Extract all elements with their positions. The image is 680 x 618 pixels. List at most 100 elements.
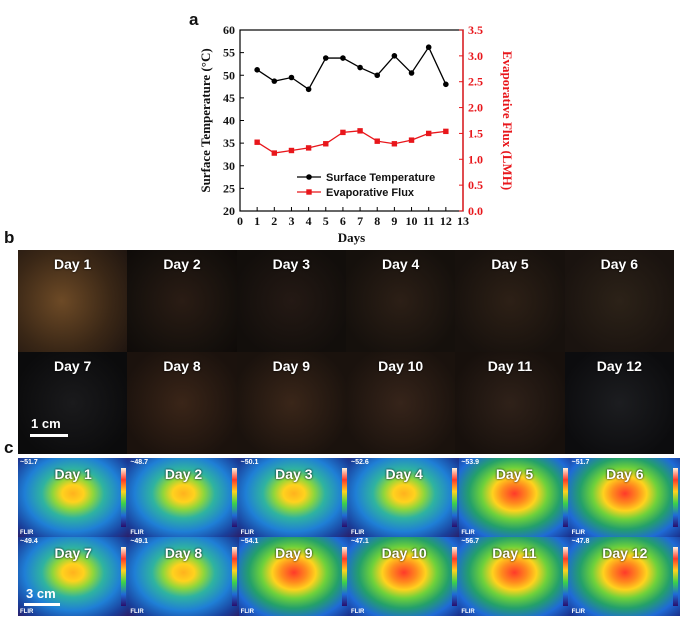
- data-point-flux: [425, 130, 432, 137]
- photo-tile: Day 4: [346, 250, 456, 352]
- thermal-max-temp: ~47.8: [571, 538, 590, 545]
- data-point-temperature: [288, 74, 295, 81]
- thermal-max-temp: ~48.7: [130, 459, 149, 466]
- y-left-tick-label: 35: [223, 136, 235, 150]
- y-right-tick-label: 2.5: [468, 75, 483, 89]
- thermal-max-temp: ~54.1: [240, 538, 259, 545]
- y-right-tick-label: 1.5: [468, 126, 483, 140]
- thermal-tile: Day 5 ~53.9 FLIR: [459, 458, 571, 537]
- thermal-max-temp: ~52.6: [351, 459, 369, 466]
- flir-logo-text: FLIR: [571, 609, 585, 615]
- thermal-max-temp: ~49.4: [20, 538, 38, 545]
- x-tick-label: 8: [374, 214, 380, 228]
- data-point-temperature: [391, 52, 398, 59]
- photo-day-label: Day 8: [163, 358, 201, 374]
- photo-day-label: Day 6: [600, 256, 638, 272]
- series-line-surface-temperature: [256, 45, 447, 91]
- data-point-temperature: [271, 78, 278, 84]
- x-tick-label: 2: [271, 214, 277, 228]
- photo-day-label: Day 10: [378, 358, 424, 374]
- data-point-flux: [391, 141, 398, 147]
- y-left-tick-label: 60: [223, 23, 235, 37]
- series-line-evaporative-flux: [256, 130, 446, 154]
- y-left-axis-title: Surface Temperature (°C): [198, 48, 213, 192]
- y-left-tick-label: 55: [223, 46, 235, 60]
- photo-tile: Day 7: [18, 352, 128, 454]
- y-right-tick-label: 0.0: [468, 204, 483, 218]
- photo-tile: Day 11: [455, 352, 565, 454]
- x-tick-label: 11: [423, 214, 434, 228]
- thermal-tile: Day 2 ~48.7 FLIR: [128, 458, 240, 537]
- data-point-temperature: [305, 86, 312, 93]
- legend-label: Evaporative Flux: [326, 187, 415, 199]
- thermal-day-label: Day 2: [164, 466, 203, 482]
- thermal-day-label: Day 7: [54, 545, 92, 561]
- y-left-tick-label: 30: [223, 159, 235, 173]
- thermal-max-temp: ~50.1: [240, 459, 259, 466]
- y-right-tick-label: 2.0: [468, 101, 483, 115]
- thermal-day-label: Day 3: [275, 466, 313, 482]
- y-left-tick-label: 50: [223, 68, 235, 82]
- photo-day-label: Day 12: [596, 358, 642, 374]
- photo-scale-label: 1 cm: [31, 416, 61, 431]
- thermal-day-label: Day 11: [492, 545, 537, 561]
- x-tick-label: 12: [440, 214, 452, 228]
- thermal-tile: Day 9 ~54.1 FLIR: [238, 537, 350, 616]
- y-left-tick-label: 25: [223, 181, 235, 195]
- data-point-temperature: [443, 81, 449, 88]
- flir-logo-text: FLIR: [461, 609, 475, 615]
- photo-day-label: Day 5: [491, 256, 529, 272]
- flir-logo-text: FLIR: [571, 530, 585, 536]
- photo-day-label: Day 2: [163, 256, 201, 272]
- thermal-day-label: Day 9: [275, 545, 313, 561]
- data-point-flux: [408, 137, 415, 143]
- y-left-tick-label: 20: [223, 204, 235, 218]
- photo-tile: Day 10: [346, 352, 456, 454]
- photo-tile: Day 5: [455, 250, 565, 352]
- legend-label: Surface Temperature: [326, 172, 435, 184]
- thermal-tile: Day 1 ~51.7 FLIR: [18, 458, 130, 537]
- data-point-temperature: [408, 70, 415, 76]
- thermal-tile: Day 4 ~52.6 FLIR: [349, 458, 461, 537]
- thermal-day-label: Day 10: [381, 545, 427, 561]
- data-point-flux: [288, 147, 295, 154]
- thermal-day-label: Day 8: [164, 545, 203, 561]
- flir-logo-text: FLIR: [351, 609, 365, 615]
- thermal-tile: Day 11 ~56.7 FLIR: [459, 537, 571, 616]
- data-point-flux: [254, 139, 260, 145]
- thermal-max-temp: ~53.9: [461, 459, 480, 466]
- thermal-day-label: Day 4: [385, 466, 423, 482]
- legend-marker: [306, 189, 312, 195]
- photo-day-label: Day 9: [272, 358, 310, 374]
- thermal-colorbar: [121, 468, 127, 527]
- data-point-flux: [357, 128, 363, 134]
- photo-tile: Day 9: [236, 352, 346, 454]
- data-point-flux: [374, 138, 380, 144]
- x-tick-label: 5: [323, 214, 329, 228]
- thermal-grid: Day 1 ~51.7 FLIR Day 2 ~48.7 FLIR Day 3 ~50.1 FL…: [18, 458, 680, 616]
- photo-tile: Day 12: [564, 352, 674, 454]
- data-point-flux: [443, 128, 449, 135]
- thermal-colorbar: [672, 468, 678, 527]
- thermal-colorbar: [231, 468, 237, 527]
- flir-logo-text: FLIR: [351, 530, 365, 536]
- y-left-tick-label: 45: [223, 91, 235, 105]
- thermal-day-label: Day 6: [606, 466, 644, 482]
- thermal-tile: Day 10 ~47.1 FLIR: [349, 537, 461, 616]
- photo-day-label: Day 11: [487, 358, 533, 374]
- y-right-tick-label: 1.0: [468, 152, 483, 166]
- x-tick-label: 4: [306, 214, 312, 228]
- data-point-temperature: [374, 72, 381, 79]
- thermal-max-temp: ~51.7: [571, 459, 590, 466]
- thermal-colorbar: [452, 547, 458, 606]
- photo-scale-bar: [30, 434, 68, 437]
- flir-logo-text: FLIR: [20, 530, 34, 536]
- flir-logo-text: FLIR: [240, 530, 254, 536]
- x-tick-label: 3: [288, 214, 294, 228]
- legend-marker: [306, 174, 312, 180]
- photo-day-label: Day 4: [381, 256, 420, 272]
- data-point-temperature: [425, 44, 432, 50]
- y-left-tick-label: 40: [223, 114, 235, 128]
- flir-logo-text: FLIR: [20, 609, 34, 615]
- x-tick-label: 0: [237, 214, 243, 228]
